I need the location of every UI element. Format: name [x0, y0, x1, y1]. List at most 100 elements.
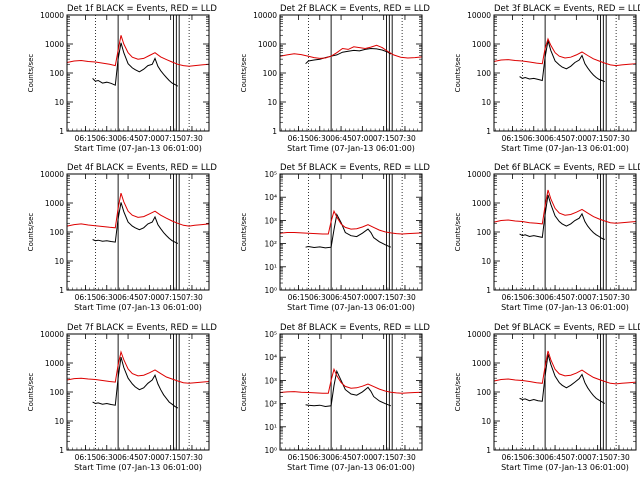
y-axis-label: Counts/sec: [240, 54, 248, 93]
x-axis-label: Start Time (07-Jan-13 06:01:00): [74, 144, 202, 153]
y-axis-label: Counts/sec: [27, 54, 35, 93]
y-tick-label: 10⁰: [264, 446, 277, 455]
series-lld-line: [493, 189, 637, 225]
x-tick-label: 07:00: [566, 134, 588, 143]
panel-det-3: Det 3f BLACK = Events, RED = LLD 1 10 100 10…: [454, 4, 640, 153]
series-events-line: [519, 40, 605, 83]
x-tick-label: 06:45: [544, 293, 566, 302]
y-tick-label: 100: [50, 388, 65, 397]
y-axis-label: Counts/sec: [240, 373, 248, 412]
y-tick-label: 10: [267, 98, 277, 107]
y-tick-label: 1000: [472, 199, 491, 208]
plot-frame: [66, 333, 210, 451]
x-tick-label: 06:15: [502, 453, 524, 462]
x-tick-label: 07:15: [160, 134, 182, 143]
y-tick-label: 10000: [40, 330, 64, 339]
plot-frame: [493, 333, 637, 451]
x-tick-label: 07:00: [139, 293, 161, 302]
y-tick-label: 10³: [264, 376, 277, 385]
y-axis-label: Counts/sec: [454, 54, 462, 93]
x-tick-label: 06:45: [117, 134, 139, 143]
y-tick-label: 100: [263, 69, 278, 78]
x-tick-label: 07:30: [394, 293, 416, 302]
x-tick-label: 06:30: [96, 293, 118, 302]
y-tick-label: 10: [481, 417, 491, 426]
x-tick-label: 07:15: [587, 134, 609, 143]
y-axis-label: Counts/sec: [27, 213, 35, 252]
y-tick-label: 100: [50, 69, 65, 78]
panel-title: Det 3f BLACK = Events, RED = LLD: [494, 4, 640, 14]
series-lld-line: [493, 37, 637, 67]
x-tick-label: 07:15: [587, 293, 609, 302]
series-lld-line: [66, 192, 210, 229]
series-lld-line: [279, 367, 423, 394]
series-lld-line: [66, 35, 210, 67]
y-tick-label: 10⁰: [264, 286, 277, 295]
x-tick-label: 06:45: [544, 453, 566, 462]
panel-det-2: Det 2f BLACK = Events, RED = LLD 1 10 100 10…: [240, 4, 430, 153]
panel-title: Det 5f BLACK = Events, RED = LLD: [280, 163, 430, 173]
y-axis-label: Counts/sec: [27, 373, 35, 412]
x-tick-label: 07:15: [373, 134, 395, 143]
y-tick-label: 10: [54, 98, 64, 107]
panel-title: Det 8f BLACK = Events, RED = LLD: [280, 323, 430, 333]
y-tick-label: 100: [50, 228, 65, 237]
plot-frame: [66, 173, 210, 291]
y-tick-label: 1: [486, 446, 491, 455]
x-tick-label: 07:15: [587, 453, 609, 462]
x-tick-label: 07:00: [352, 134, 374, 143]
y-tick-label: 1: [486, 286, 491, 295]
x-tick-label: 07:00: [352, 453, 374, 462]
panel-det-6: Det 6f BLACK = Events, RED = LLD 1 10 100 10…: [454, 163, 640, 312]
x-tick-label: 06:45: [117, 453, 139, 462]
x-tick-label: 06:30: [523, 293, 545, 302]
x-tick-label: 07:00: [566, 453, 588, 462]
x-axis-label: Start Time (07-Jan-13 06:01:00): [501, 463, 629, 472]
plot-frame: [493, 14, 637, 132]
y-tick-label: 10⁴: [264, 353, 277, 362]
y-tick-label: 1: [59, 446, 64, 455]
x-tick-label: 07:00: [566, 293, 588, 302]
y-tick-label: 10000: [467, 170, 491, 179]
x-tick-label: 07:00: [139, 453, 161, 462]
y-tick-label: 10: [481, 98, 491, 107]
plot-frame: [66, 14, 210, 132]
x-axis-label: Start Time (07-Jan-13 06:01:00): [287, 144, 415, 153]
y-tick-label: 1000: [45, 40, 64, 49]
x-axis-label: Start Time (07-Jan-13 06:01:00): [501, 303, 629, 312]
x-tick-label: 07:30: [608, 134, 630, 143]
y-tick-label: 10¹: [264, 423, 277, 432]
series-events-line: [92, 42, 179, 87]
panel-det-9: Det 9f BLACK = Events, RED = LLD 1 10 100 10…: [454, 323, 640, 472]
x-tick-label: 06:45: [117, 293, 139, 302]
panel-title: Det 4f BLACK = Events, RED = LLD: [67, 163, 217, 173]
y-tick-label: 1000: [258, 40, 277, 49]
y-tick-label: 100: [477, 388, 492, 397]
x-axis-label: Start Time (07-Jan-13 06:01:00): [74, 303, 202, 312]
x-tick-label: 06:30: [523, 134, 545, 143]
y-tick-label: 1000: [472, 40, 491, 49]
x-tick-label: 06:45: [544, 134, 566, 143]
x-tick-label: 06:45: [330, 453, 352, 462]
x-tick-label: 07:30: [608, 293, 630, 302]
panel-title: Det 6f BLACK = Events, RED = LLD: [494, 163, 640, 173]
x-axis-label: Start Time (07-Jan-13 06:01:00): [501, 144, 629, 153]
y-tick-label: 10⁴: [264, 193, 277, 202]
x-tick-label: 07:30: [181, 453, 203, 462]
y-tick-label: 1000: [472, 359, 491, 368]
panel-det-7: Det 7f BLACK = Events, RED = LLD 1 10 100 10…: [27, 323, 217, 472]
y-tick-label: 1: [272, 127, 277, 136]
x-tick-label: 07:15: [373, 293, 395, 302]
y-tick-label: 100: [477, 69, 492, 78]
x-tick-label: 06:15: [288, 134, 310, 143]
y-tick-label: 10⁵: [264, 330, 277, 339]
x-tick-label: 06:45: [330, 134, 352, 143]
panel-det-4: Det 4f BLACK = Events, RED = LLD 1 10 100 10…: [27, 163, 217, 312]
x-tick-label: 06:30: [309, 293, 331, 302]
y-tick-label: 1: [59, 286, 64, 295]
y-tick-label: 1000: [45, 359, 64, 368]
x-axis-label: Start Time (07-Jan-13 06:01:00): [74, 463, 202, 472]
x-tick-label: 06:30: [309, 134, 331, 143]
series-events-line: [519, 194, 605, 240]
x-tick-label: 06:15: [288, 293, 310, 302]
